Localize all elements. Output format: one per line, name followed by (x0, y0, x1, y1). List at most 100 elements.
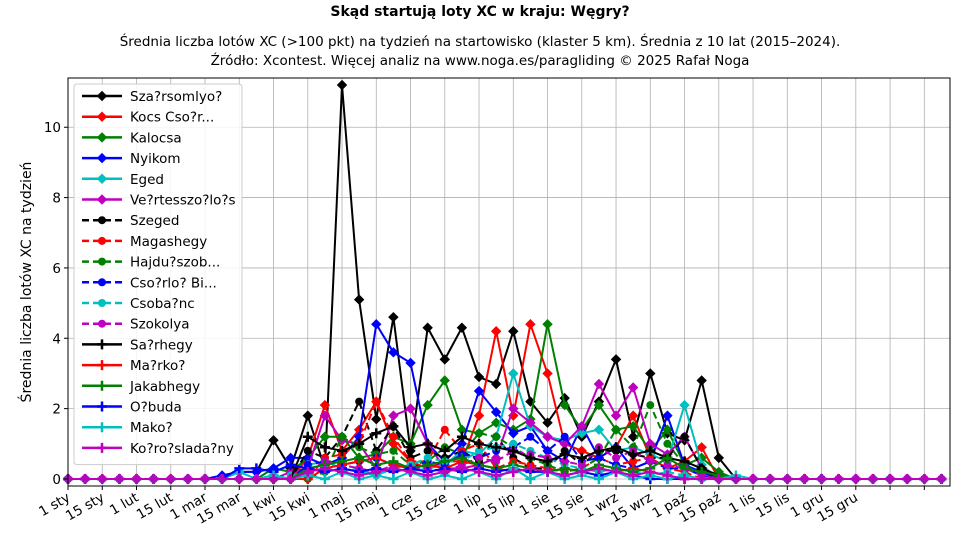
legend-item: Nyikom (82, 151, 181, 167)
data-point (560, 432, 569, 441)
data-point (559, 470, 570, 481)
data-point (371, 428, 382, 439)
data-point (628, 449, 639, 460)
data-point (748, 473, 759, 484)
data-point (542, 431, 553, 442)
data-point (302, 410, 313, 421)
data-point (456, 473, 467, 484)
data-point (627, 431, 639, 442)
data-point (525, 473, 536, 484)
legend-marker (97, 380, 107, 391)
data-point (508, 445, 519, 456)
data-point (662, 452, 673, 463)
data-point (490, 406, 502, 418)
data-point (389, 446, 398, 455)
data-point (679, 399, 690, 411)
data-point (816, 473, 827, 484)
legend-marker (97, 442, 107, 453)
y-tick-label: 8 (52, 191, 61, 207)
data-point (422, 438, 433, 449)
x-tick-label: 1 lis (726, 490, 758, 518)
data-point (611, 442, 622, 453)
data-point (593, 463, 604, 474)
data-point (405, 466, 416, 477)
plot-frame (67, 77, 951, 487)
data-point (439, 445, 450, 456)
data-point (302, 431, 313, 442)
data-point (612, 453, 621, 462)
data-point (354, 452, 365, 463)
data-point (388, 421, 399, 432)
data-point (576, 466, 587, 477)
data-point (355, 397, 364, 406)
x-tick-label: 15 sty (63, 490, 107, 525)
data-point (542, 417, 553, 428)
data-point (97, 473, 108, 484)
data-point (713, 452, 725, 464)
data-point (919, 473, 930, 484)
data-point (80, 473, 91, 484)
legend-label: O?buda (130, 400, 182, 416)
data-point (337, 445, 348, 456)
y-axis-label: Średnia liczba lotów XC na tydzień (17, 162, 35, 403)
chart-title: Skąd startują loty XC w kraju: Węgry? (330, 4, 629, 20)
data-point (268, 473, 279, 484)
data-point (680, 432, 689, 441)
legend-item: Szeged (82, 213, 179, 229)
data-point (371, 413, 382, 425)
chart-subtitle-line-1: Średnia liczba lotów XC (>100 pkt) na ty… (120, 32, 841, 50)
data-point (319, 431, 331, 442)
legend-marker (96, 194, 108, 205)
legend: Sza?rsomlyo? Kocs Cso?r... Kalocsa Nyikom Eg… (73, 83, 243, 466)
legend-item: Sa?rhegy (82, 337, 193, 353)
legend-label: Csoba?nc (130, 296, 195, 312)
data-point (885, 473, 896, 484)
data-point (543, 446, 552, 455)
data-point (353, 294, 365, 305)
data-point (645, 445, 656, 456)
data-point (902, 473, 913, 484)
data-point (473, 371, 485, 383)
legend-item: Ma?rko? (82, 358, 185, 374)
legend-marker (98, 299, 106, 307)
legend-marker (97, 360, 107, 371)
data-point (508, 326, 519, 337)
series-17 (63, 463, 947, 484)
data-point (576, 420, 587, 432)
data-point (525, 318, 536, 330)
data-point (492, 432, 501, 441)
data-point (593, 445, 604, 456)
legend-item: Szokolya (82, 317, 190, 333)
data-point (148, 473, 159, 484)
data-point (405, 403, 416, 414)
legend-label: Mako? (130, 420, 173, 436)
legend-label: Hajdu?szob... (130, 255, 220, 271)
data-point (474, 466, 485, 477)
legend-item: Csoba?nc (82, 296, 195, 312)
data-point (131, 473, 142, 484)
legend-label: Ma?rko? (130, 358, 185, 374)
data-point (319, 399, 331, 411)
data-point (646, 457, 655, 466)
data-point (576, 452, 587, 463)
x-tick-label: 15 sie (544, 490, 587, 524)
data-point (696, 442, 707, 453)
data-point (610, 354, 622, 365)
legend-marker (96, 132, 108, 143)
legend-item: Ko?ro?slada?ny (82, 441, 234, 457)
data-point (389, 432, 398, 441)
legend-item: Magashegy (82, 234, 207, 250)
data-point (612, 425, 621, 434)
data-point (423, 446, 432, 455)
legend-label: Szeged (130, 213, 179, 229)
legend-item: Kocs Cso?r... (82, 110, 214, 126)
data-point (490, 378, 502, 390)
data-point (509, 439, 518, 448)
y-tick-label: 6 (52, 261, 61, 277)
data-point (508, 428, 519, 439)
data-point (319, 410, 331, 421)
legend-label: Eged (130, 172, 164, 188)
data-point (251, 473, 262, 484)
data-point (388, 410, 399, 421)
data-point (730, 473, 741, 484)
